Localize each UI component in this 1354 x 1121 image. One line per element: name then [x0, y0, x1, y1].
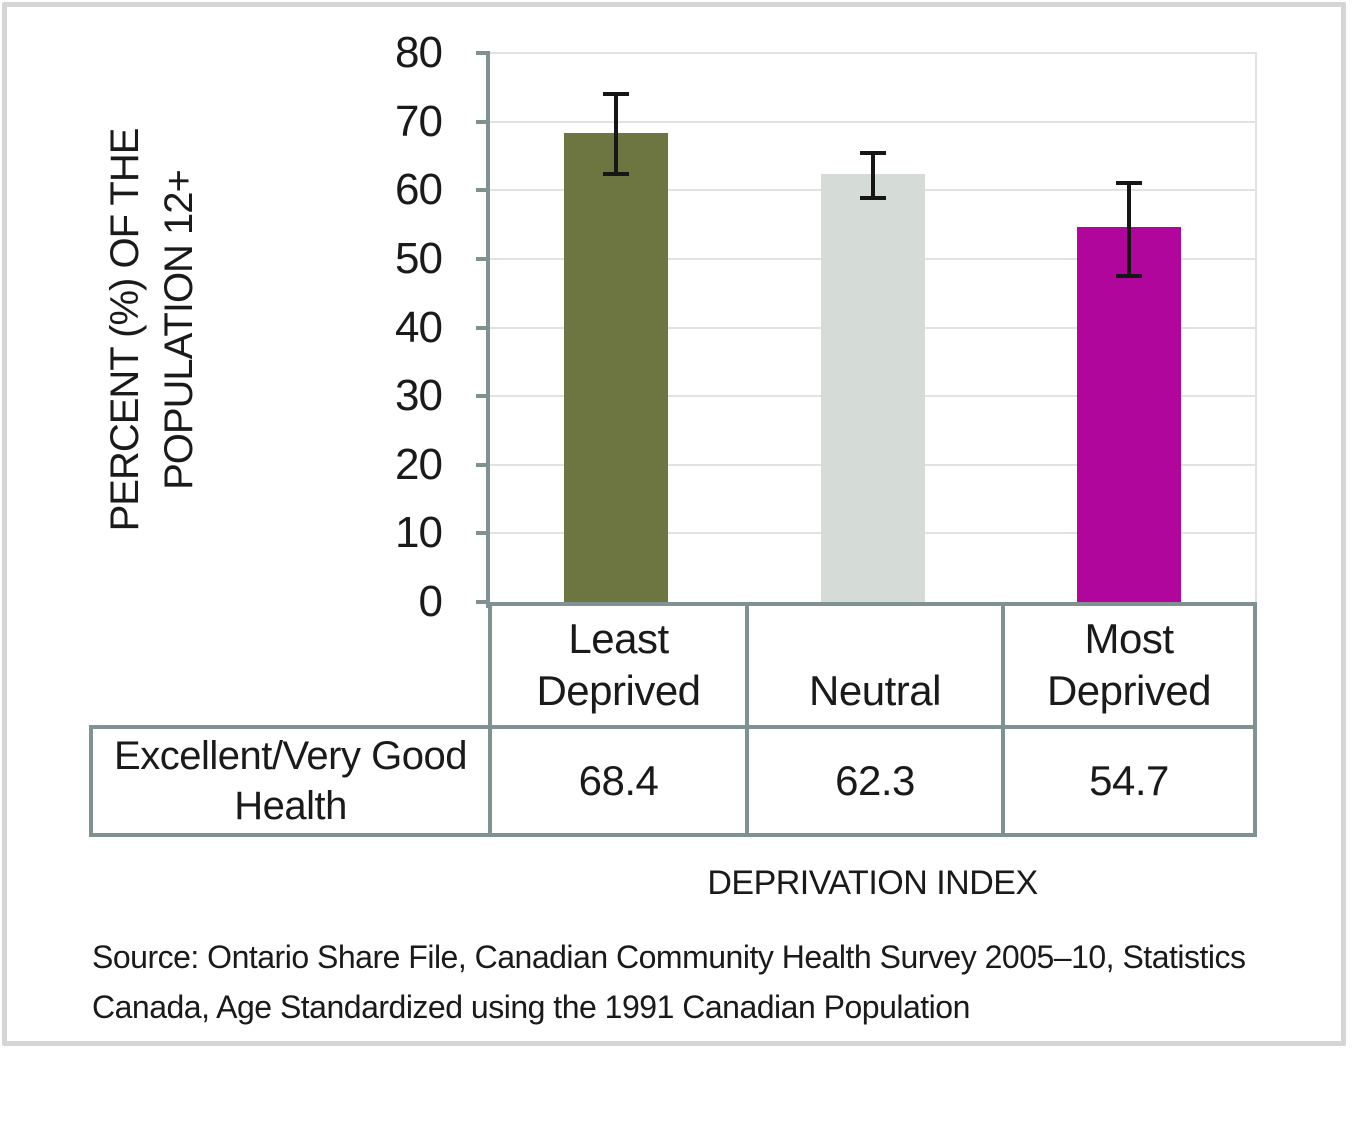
category-cell-most-deprived: Most Deprived: [1001, 606, 1253, 725]
y-tick-label: 30: [395, 371, 443, 421]
category-header-row: Least Deprived Neutral Most Deprived: [488, 602, 1257, 725]
y-tick-label: 0: [418, 577, 443, 626]
y-tick-label: 50: [395, 233, 443, 283]
error-bar-cap-bottom: [603, 172, 630, 177]
y-axis-line: [486, 51, 490, 608]
y-axis-tick: [476, 600, 486, 604]
y-tick-label: 80: [395, 28, 443, 77]
y-axis-tick: [476, 531, 486, 536]
y-tick-label: 20: [395, 439, 443, 489]
y-tick-label: 70: [395, 96, 443, 146]
bar-most-deprived: [1076, 226, 1181, 602]
gridline: [490, 52, 1257, 54]
data-row: Excellent/Very Good Health 68.4 62.3 54.…: [89, 725, 1257, 837]
error-bar-line: [614, 94, 619, 175]
error-bar-cap-top: [1115, 180, 1142, 185]
error-bar-line: [870, 153, 875, 199]
category-cell-least-deprived: Least Deprived: [536, 615, 701, 714]
y-axis-tick: [476, 325, 486, 330]
category-cell-neutral: Neutral: [745, 606, 1001, 725]
y-axis-tick: [476, 188, 486, 193]
error-bar-cap-top: [859, 151, 886, 156]
row-header-cell: Excellent/Very Good Health: [114, 734, 467, 828]
source-note-line-2: Canada, Age Standardized using the 1991 …: [92, 989, 970, 1025]
y-axis-tick: [476, 462, 486, 467]
error-bar-line: [1126, 182, 1131, 277]
error-bar-cap-bottom: [859, 196, 886, 201]
y-axis-tick: [476, 256, 486, 261]
y-tick-label: 40: [395, 302, 443, 352]
bar-least-deprived: [564, 132, 669, 602]
error-bar-cap-bottom: [1115, 274, 1142, 279]
source-note-line-1: Source: Ontario Share File, Canadian Com…: [92, 939, 1246, 975]
error-bar-cap-top: [603, 92, 630, 97]
value-cell-most-deprived: 54.7: [1001, 729, 1253, 833]
gridline: [490, 120, 1257, 123]
plot-right-border: [1255, 52, 1257, 602]
y-tick-label: 60: [395, 165, 443, 215]
y-tick-label: 10: [395, 508, 443, 558]
x-axis-title: DEPRIVATION INDEX: [707, 864, 1038, 902]
bar-neutral: [820, 174, 925, 602]
y-axis-tick: [476, 51, 486, 55]
value-cell-least-deprived: 68.4: [488, 729, 745, 833]
y-axis-tick: [476, 394, 486, 399]
source-note: Source: Ontario Share File, Canadian Com…: [92, 932, 1332, 1032]
value-cell-neutral: 62.3: [745, 729, 1001, 833]
y-axis-tick: [476, 119, 486, 124]
